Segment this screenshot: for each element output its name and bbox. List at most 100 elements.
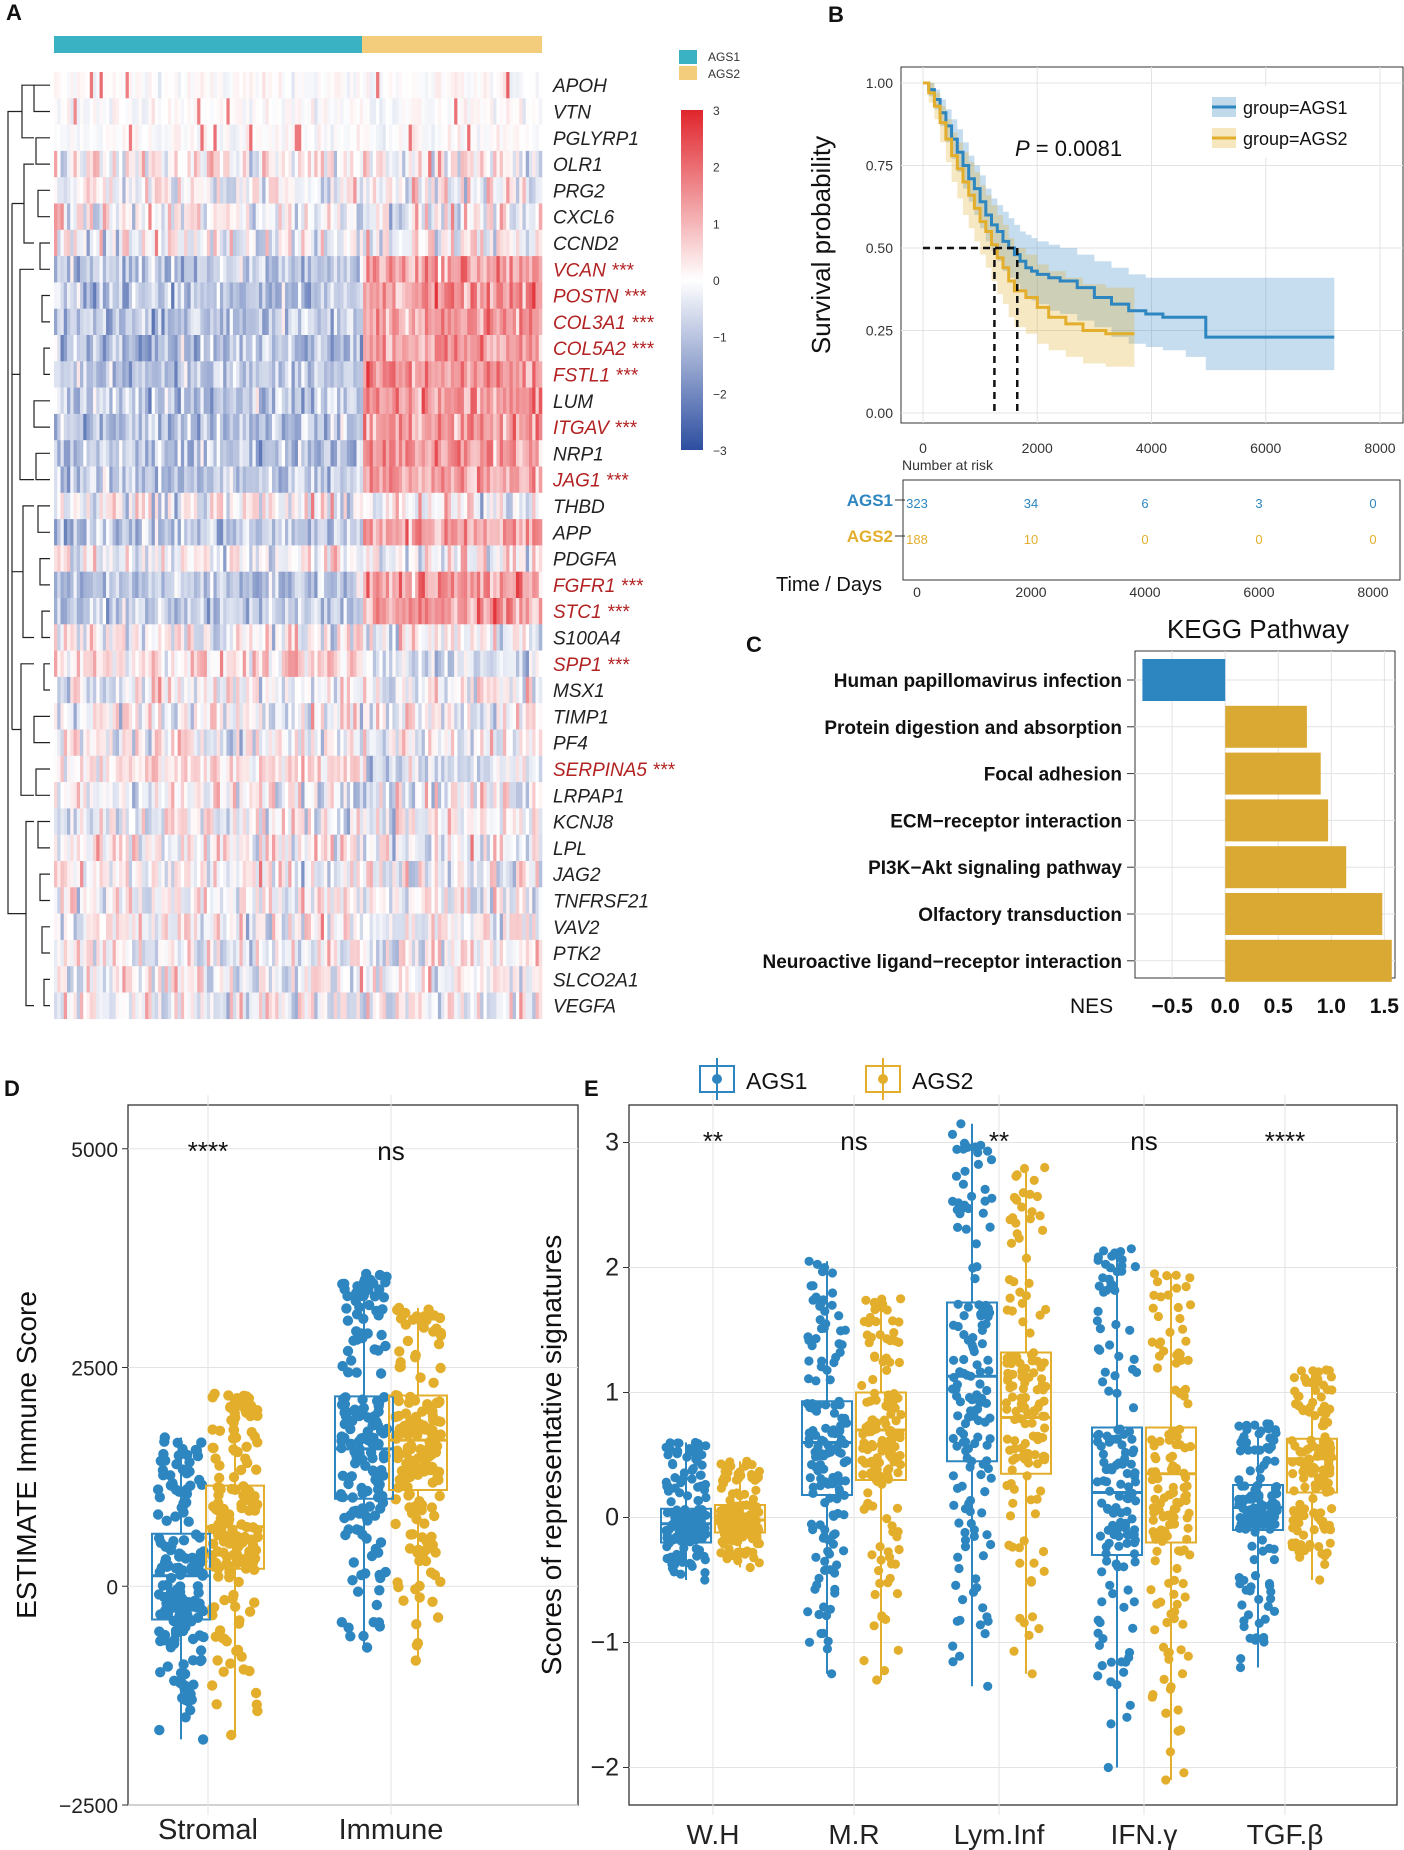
heatmap-cell xyxy=(473,335,478,362)
heatmap-cell xyxy=(376,335,380,362)
heatmap-cell xyxy=(460,98,465,125)
heatmap-cell xyxy=(535,72,540,99)
heatmap-cell xyxy=(57,203,61,231)
heatmap-cell xyxy=(278,466,283,494)
heatmap-cell xyxy=(148,492,152,520)
heatmap-cell xyxy=(255,282,260,309)
heatmap-cell xyxy=(528,98,533,125)
heatmap-cell xyxy=(515,72,520,99)
heatmap-cell xyxy=(431,440,435,467)
heatmap-cell xyxy=(307,492,312,520)
heatmap-cell xyxy=(216,150,221,178)
heatmap-cell xyxy=(135,519,139,546)
heatmap-cell xyxy=(138,72,143,99)
heatmap-cell xyxy=(470,335,474,362)
heatmap-cell xyxy=(76,203,81,231)
heatmap-cell xyxy=(532,545,536,572)
heatmap-cell xyxy=(148,598,152,625)
heatmap-cell xyxy=(525,598,530,625)
heatmap-cell xyxy=(509,387,514,415)
heatmap-cell xyxy=(379,834,383,862)
heatmap-cell xyxy=(57,598,61,625)
heatmap-cell xyxy=(359,335,364,362)
heatmap-cell xyxy=(232,150,237,178)
heatmap-cell xyxy=(226,624,230,651)
heatmap-cell xyxy=(398,755,403,783)
heatmap-cell xyxy=(311,598,315,625)
heatmap-cell xyxy=(457,808,461,835)
heatmap-cell xyxy=(369,887,374,914)
heatmap-cell xyxy=(379,519,383,546)
heatmap-cell xyxy=(337,98,341,125)
heatmap-cell xyxy=(213,150,217,178)
heatmap-cell xyxy=(73,782,78,809)
heatmap-cell xyxy=(80,177,84,204)
heatmap-cell xyxy=(411,413,416,441)
heatmap-cell xyxy=(356,466,361,494)
heatmap-cell xyxy=(411,887,416,914)
heatmap-cell xyxy=(119,98,123,125)
heatmap-cell xyxy=(509,124,514,152)
heatmap-cell xyxy=(346,256,351,283)
heatmap-cell xyxy=(255,335,260,362)
heatmap-cell xyxy=(385,413,390,441)
heatmap-cell xyxy=(408,834,413,862)
heatmap-cell xyxy=(206,440,211,467)
heatmap-cell xyxy=(301,98,305,125)
heatmap-cell xyxy=(363,256,367,283)
heatmap-cell xyxy=(271,624,276,651)
heatmap-cell xyxy=(307,124,312,152)
heatmap-cell xyxy=(434,177,439,204)
heatmap-cell xyxy=(57,676,61,704)
heatmap-cell xyxy=(125,124,130,152)
heatmap-cell xyxy=(109,177,113,204)
heatmap-cell xyxy=(428,571,432,599)
heatmap-cell xyxy=(389,335,393,362)
heatmap-cell xyxy=(216,440,221,467)
heatmap-cell xyxy=(125,98,130,125)
heatmap-cell xyxy=(93,282,97,309)
heatmap-cell xyxy=(278,177,283,204)
heatmap-cell xyxy=(395,834,400,862)
heatmap-cell xyxy=(512,598,517,625)
heatmap-cell xyxy=(213,782,217,809)
heatmap-cell xyxy=(398,519,403,546)
heatmap-cell xyxy=(444,335,448,362)
heatmap-cell xyxy=(265,72,270,99)
heatmap-cell xyxy=(493,492,497,520)
heatmap-cell xyxy=(340,598,344,625)
heatmap-cell xyxy=(154,545,159,572)
heatmap-cell xyxy=(424,598,429,625)
heatmap-cell xyxy=(164,519,169,546)
heatmap-cell xyxy=(206,571,211,599)
heatmap-cell xyxy=(473,808,478,835)
heatmap-cell xyxy=(242,150,247,178)
heatmap-cell xyxy=(70,282,74,309)
heatmap-cell xyxy=(284,124,289,152)
heatmap-cell xyxy=(294,676,299,704)
heatmap-cell xyxy=(538,834,543,862)
heatmap-cell xyxy=(99,887,104,914)
heatmap-cell xyxy=(395,650,400,678)
heatmap-cell xyxy=(333,624,338,651)
heatmap-cell xyxy=(63,598,68,625)
heatmap-cell xyxy=(106,703,110,730)
heatmap-cell xyxy=(372,519,377,546)
heatmap-cell xyxy=(532,624,536,651)
heatmap-cell xyxy=(232,440,237,467)
heatmap-cell xyxy=(102,335,107,362)
heatmap-cell xyxy=(174,256,178,283)
heatmap-cell xyxy=(288,256,292,283)
heatmap-cell xyxy=(294,335,299,362)
heatmap-cell xyxy=(431,256,435,283)
heatmap-cell xyxy=(480,177,484,204)
heatmap-cell xyxy=(408,624,413,651)
heatmap-cell xyxy=(294,256,299,283)
heatmap-cell xyxy=(96,72,100,99)
heatmap-cell xyxy=(353,335,357,362)
heatmap-cell xyxy=(489,335,494,362)
heatmap-cell xyxy=(486,545,491,572)
heatmap-cell xyxy=(138,571,143,599)
heatmap-cell xyxy=(506,676,510,704)
heatmap-cell xyxy=(177,124,182,152)
